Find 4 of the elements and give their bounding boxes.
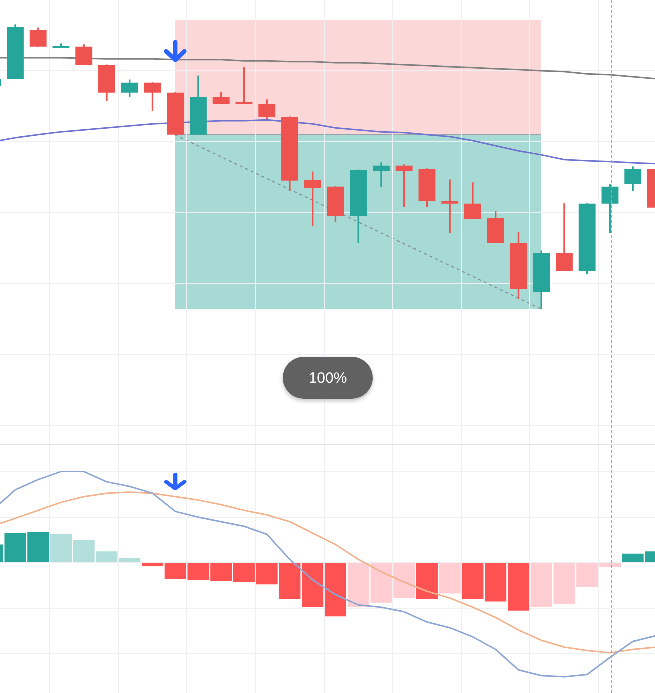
candlestick <box>373 162 390 188</box>
bar <box>416 564 438 600</box>
zoom-badge: 100% <box>283 357 373 399</box>
bar <box>439 564 461 594</box>
